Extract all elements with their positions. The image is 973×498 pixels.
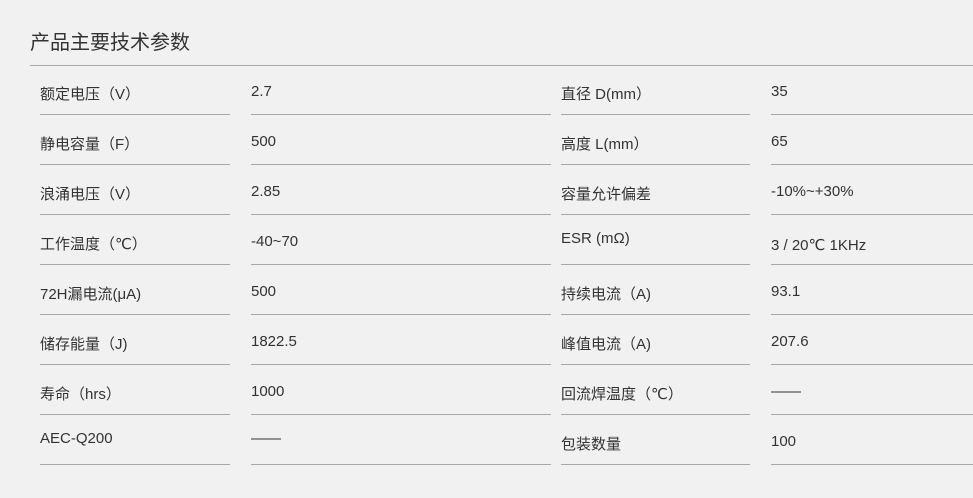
- spec-value: -40~70: [251, 216, 551, 265]
- spec-value: ——: [251, 416, 551, 465]
- spec-label: 持续电流（A): [561, 266, 750, 315]
- spec-label: 高度 L(mm）: [561, 116, 750, 165]
- spec-value: 500: [251, 116, 551, 165]
- table-row: 浪涌电压（V） 2.85 容量允许偏差 -10%~+30%: [40, 166, 973, 216]
- spec-value: 500: [251, 266, 551, 315]
- spec-value: 35: [771, 66, 973, 115]
- section-title: 产品主要技术参数: [30, 32, 190, 54]
- table-row: AEC-Q200 —— 包装数量 100: [40, 416, 973, 466]
- divider: [30, 65, 973, 66]
- spec-value: -10%~+30%: [771, 166, 973, 215]
- spec-value: 100: [771, 416, 973, 465]
- spec-label: 额定电压（V）: [40, 66, 230, 115]
- spec-label: AEC-Q200: [40, 416, 230, 465]
- spec-value: 1000: [251, 366, 551, 415]
- spec-label: 浪涌电压（V）: [40, 166, 230, 215]
- spec-label: 包装数量: [561, 416, 750, 465]
- table-row: 储存能量（J) 1822.5 峰值电流（A) 207.6: [40, 316, 973, 366]
- table-row: 工作温度（℃） -40~70 ESR (mΩ) 3 / 20℃ 1KHz: [40, 216, 973, 266]
- spec-table: 额定电压（V） 2.7 直径 D(mm） 35 静电容量（F） 500 高度 L(mm） 65…: [40, 66, 973, 466]
- spec-value: 207.6: [771, 316, 973, 365]
- spec-value: 65: [771, 116, 973, 165]
- spec-value: 2.85: [251, 166, 551, 215]
- spec-label: 寿命（hrs）: [40, 366, 230, 415]
- spec-label: ESR (mΩ): [561, 216, 750, 265]
- spec-label: 工作温度（℃）: [40, 216, 230, 265]
- spec-value: 3 / 20℃ 1KHz: [771, 216, 973, 265]
- spec-label: 容量允许偏差: [561, 166, 750, 215]
- spec-label: 直径 D(mm）: [561, 66, 750, 115]
- spec-value: 1822.5: [251, 316, 551, 365]
- table-row: 寿命（hrs） 1000 回流焊温度（℃） ——: [40, 366, 973, 416]
- spec-label: 回流焊温度（℃）: [561, 366, 750, 415]
- spec-label: 72H漏电流(μA): [40, 266, 230, 315]
- table-row: 静电容量（F） 500 高度 L(mm） 65: [40, 116, 973, 166]
- spec-label: 峰值电流（A): [561, 316, 750, 365]
- spec-label: 储存能量（J): [40, 316, 230, 365]
- spec-label: 静电容量（F）: [40, 116, 230, 165]
- spec-value: ——: [771, 366, 973, 415]
- table-row: 额定电压（V） 2.7 直径 D(mm） 35: [40, 66, 973, 116]
- spec-value: 93.1: [771, 266, 973, 315]
- table-row: 72H漏电流(μA) 500 持续电流（A) 93.1: [40, 266, 973, 316]
- spec-value: 2.7: [251, 66, 551, 115]
